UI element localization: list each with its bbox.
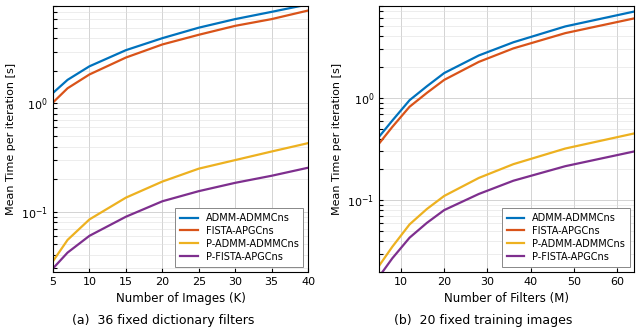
FISTA-APGCns (64, 86, 72, 90)
FISTA-APGCns (388, 125, 396, 129)
P-ADMM-ADMMCns (268, 149, 276, 153)
Text: (b)  20 fixed training images: (b) 20 fixed training images (394, 314, 572, 327)
X-axis label: Number of Images (K): Number of Images (K) (116, 292, 246, 305)
P-FISTA-APGCns (122, 215, 130, 219)
P-FISTA-APGCns (86, 234, 93, 238)
P-ADMM-ADMMCns (561, 146, 569, 150)
P-ADMM-ADMMCns (630, 131, 638, 135)
ADMM-ADMMCns (388, 119, 396, 123)
ADMM-ADMMCns (195, 26, 203, 30)
FISTA-APGCns (440, 78, 448, 82)
P-FISTA-APGCns (376, 274, 383, 278)
FISTA-APGCns (159, 43, 166, 46)
Line: FISTA-APGCns: FISTA-APGCns (53, 10, 308, 102)
FISTA-APGCns (304, 9, 312, 12)
FISTA-APGCns (376, 141, 383, 145)
P-FISTA-APGCns (159, 199, 166, 203)
Text: (a)  36 fixed dictionary filters: (a) 36 fixed dictionary filters (72, 314, 254, 327)
P-FISTA-APGCns (630, 149, 638, 153)
ADMM-ADMMCns (423, 84, 431, 88)
Line: ADMM-ADMMCns: ADMM-ADMMCns (53, 4, 308, 93)
Y-axis label: Mean Time per iteration [s]: Mean Time per iteration [s] (6, 62, 15, 215)
P-FISTA-APGCns (49, 267, 57, 270)
P-ADMM-ADMMCns (64, 238, 72, 242)
P-ADMM-ADMMCns (195, 167, 203, 171)
P-FISTA-APGCns (304, 166, 312, 170)
Line: FISTA-APGCns: FISTA-APGCns (380, 18, 634, 143)
ADMM-ADMMCns (86, 64, 93, 68)
FISTA-APGCns (86, 73, 93, 77)
P-ADMM-ADMMCns (406, 222, 413, 226)
P-FISTA-APGCns (561, 164, 569, 168)
FISTA-APGCns (122, 56, 130, 60)
Legend: ADMM-ADMMCns, FISTA-APGCns, P-ADMM-ADMMCns, P-FISTA-APGCns: ADMM-ADMMCns, FISTA-APGCns, P-ADMM-ADMMC… (175, 208, 303, 267)
FISTA-APGCns (561, 31, 569, 35)
ADMM-ADMMCns (268, 10, 276, 14)
Line: P-ADMM-ADMMCns: P-ADMM-ADMMCns (380, 133, 634, 266)
FISTA-APGCns (475, 60, 483, 64)
ADMM-ADMMCns (630, 9, 638, 13)
P-FISTA-APGCns (232, 181, 239, 185)
P-ADMM-ADMMCns (86, 217, 93, 221)
P-FISTA-APGCns (195, 189, 203, 193)
P-ADMM-ADMMCns (440, 194, 448, 198)
ADMM-ADMMCns (376, 134, 383, 138)
P-ADMM-ADMMCns (122, 196, 130, 199)
P-FISTA-APGCns (440, 208, 448, 212)
FISTA-APGCns (509, 46, 517, 50)
FISTA-APGCns (406, 105, 413, 109)
P-FISTA-APGCns (509, 179, 517, 183)
FISTA-APGCns (630, 16, 638, 20)
P-FISTA-APGCns (64, 250, 72, 254)
P-ADMM-ADMMCns (475, 176, 483, 180)
P-FISTA-APGCns (268, 174, 276, 178)
Line: P-ADMM-ADMMCns: P-ADMM-ADMMCns (53, 143, 308, 261)
Legend: ADMM-ADMMCns, FISTA-APGCns, P-ADMM-ADMMCns, P-FISTA-APGCns: ADMM-ADMMCns, FISTA-APGCns, P-ADMM-ADMMC… (502, 208, 630, 267)
Line: P-FISTA-APGCns: P-FISTA-APGCns (53, 168, 308, 268)
ADMM-ADMMCns (159, 36, 166, 40)
Line: ADMM-ADMMCns: ADMM-ADMMCns (380, 11, 634, 136)
ADMM-ADMMCns (509, 40, 517, 44)
FISTA-APGCns (268, 17, 276, 21)
P-ADMM-ADMMCns (423, 207, 431, 211)
ADMM-ADMMCns (406, 98, 413, 102)
FISTA-APGCns (49, 100, 57, 104)
P-ADMM-ADMMCns (376, 264, 383, 267)
P-FISTA-APGCns (388, 256, 396, 260)
P-ADMM-ADMMCns (232, 158, 239, 162)
P-ADMM-ADMMCns (304, 141, 312, 145)
ADMM-ADMMCns (304, 2, 312, 6)
P-ADMM-ADMMCns (49, 259, 57, 263)
ADMM-ADMMCns (232, 17, 239, 21)
Y-axis label: Mean Time per iteration [s]: Mean Time per iteration [s] (332, 62, 342, 215)
P-FISTA-APGCns (423, 221, 431, 225)
FISTA-APGCns (232, 24, 239, 28)
FISTA-APGCns (195, 33, 203, 37)
ADMM-ADMMCns (49, 91, 57, 95)
ADMM-ADMMCns (561, 25, 569, 28)
ADMM-ADMMCns (122, 48, 130, 52)
P-ADMM-ADMMCns (388, 245, 396, 249)
P-FISTA-APGCns (475, 192, 483, 196)
P-FISTA-APGCns (406, 236, 413, 240)
X-axis label: Number of Filters (M): Number of Filters (M) (444, 292, 570, 305)
ADMM-ADMMCns (440, 71, 448, 75)
P-ADMM-ADMMCns (509, 162, 517, 166)
ADMM-ADMMCns (475, 54, 483, 58)
P-ADMM-ADMMCns (159, 180, 166, 183)
Line: P-FISTA-APGCns: P-FISTA-APGCns (380, 151, 634, 276)
FISTA-APGCns (423, 91, 431, 95)
ADMM-ADMMCns (64, 78, 72, 82)
